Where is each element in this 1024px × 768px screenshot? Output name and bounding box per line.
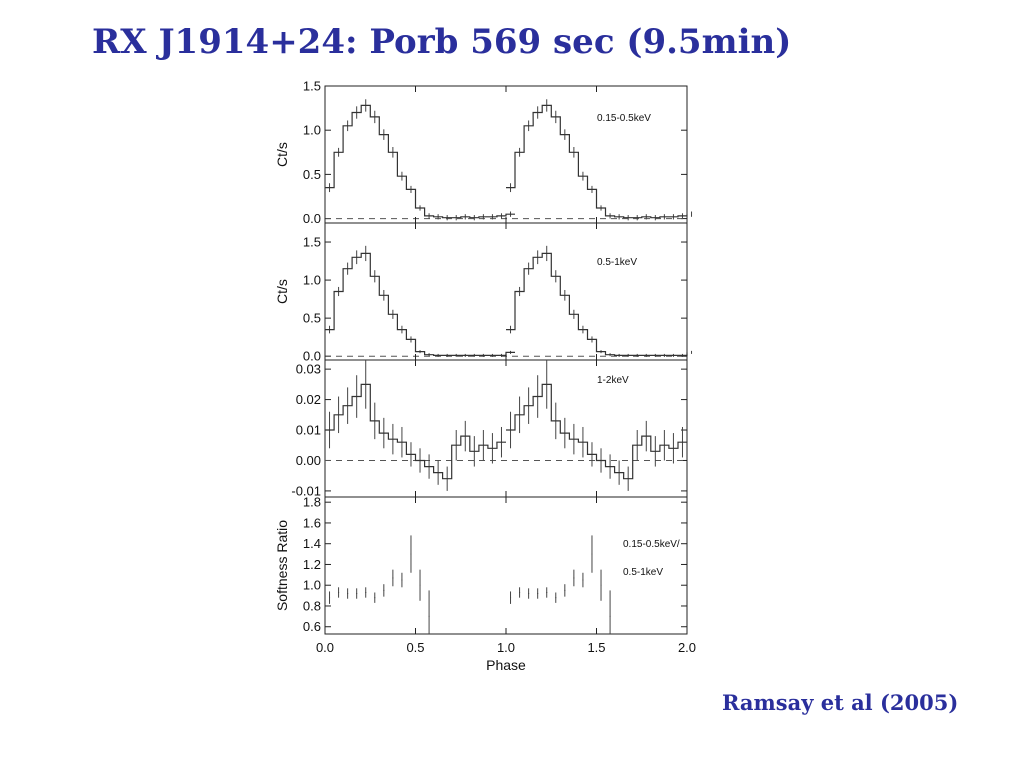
y-tick-label: 1.8 — [303, 495, 321, 510]
y-axis-title: Softness Ratio — [274, 520, 290, 611]
citation: Ramsay et al (2005) — [722, 690, 959, 715]
step-line — [325, 104, 515, 219]
y-tick-label: 1.0 — [303, 123, 321, 138]
panel-frame — [324, 496, 688, 635]
step-line — [506, 383, 687, 480]
step-line — [325, 383, 506, 480]
y-tick-label: 0.00 — [296, 453, 321, 468]
step-line — [325, 252, 515, 356]
x-axis-title: Phase — [486, 657, 526, 673]
x-tick-label: 2.0 — [678, 640, 696, 655]
y-tick-label: 0.6 — [303, 619, 321, 634]
y-tick-label: 0.5 — [303, 167, 321, 182]
band-label: 0.5-1keV — [623, 567, 663, 578]
x-tick-label: 0.0 — [316, 640, 334, 655]
panel-3: -0.01 0.00 0.01 0.02 0.03 1-2keV — [291, 359, 688, 498]
band-label: 0.15-0.5keV — [597, 113, 651, 124]
panel-4: 0.6 0.8 1.0 1.2 1.4 1.6 1.8 Softness Ratio 0.15-… — [274, 495, 688, 635]
y-tick-label: 0.0 — [303, 349, 321, 364]
step-line — [506, 104, 688, 219]
y-tick-label: 1.0 — [303, 578, 321, 593]
panel-frame — [324, 85, 688, 224]
y-tick-label: 0.02 — [296, 392, 321, 407]
slide-title: RX J1914+24: Porb 569 sec (9.5min) — [92, 22, 792, 62]
y-tick-label: -0.01 — [291, 483, 321, 498]
data-series — [325, 360, 687, 491]
y-tick-label: 1.4 — [303, 536, 321, 551]
y-tick-label: 1.5 — [303, 235, 321, 250]
band-label: 0.5-1keV — [597, 257, 637, 268]
y-tick-label: 1.2 — [303, 557, 321, 572]
band-label: 0.15-0.5keV/ — [623, 539, 680, 550]
panel-1: 0.0 0.5 1.0 1.5 Ct/s 0.15-0.5keV — [274, 79, 693, 226]
y-tick-label: 0.03 — [296, 362, 321, 377]
x-tick-label: 1.0 — [497, 640, 515, 655]
step-line — [506, 252, 688, 356]
y-tick-label: 1.5 — [303, 79, 321, 94]
band-label: 1-2keV — [597, 375, 629, 386]
data-series — [325, 245, 693, 357]
y-axis-title: Ct/s — [274, 142, 290, 167]
y-tick-label: 0.8 — [303, 598, 321, 613]
y-tick-label: 1.6 — [303, 515, 321, 530]
y-tick-label: 0.0 — [303, 211, 321, 226]
panel-2: 0.0 0.5 1.0 1.5 Ct/s 0.5-1keV — [274, 222, 693, 364]
y-axis-title: Ct/s — [274, 279, 290, 304]
y-tick-label: 0.01 — [296, 423, 321, 438]
data-series — [329, 535, 611, 634]
y-tick-label: 1.0 — [303, 273, 321, 288]
x-tick-label: 1.5 — [587, 640, 605, 655]
data-series — [325, 99, 693, 221]
x-tick-label: 0.5 — [406, 640, 424, 655]
y-tick-label: 0.5 — [303, 311, 321, 326]
